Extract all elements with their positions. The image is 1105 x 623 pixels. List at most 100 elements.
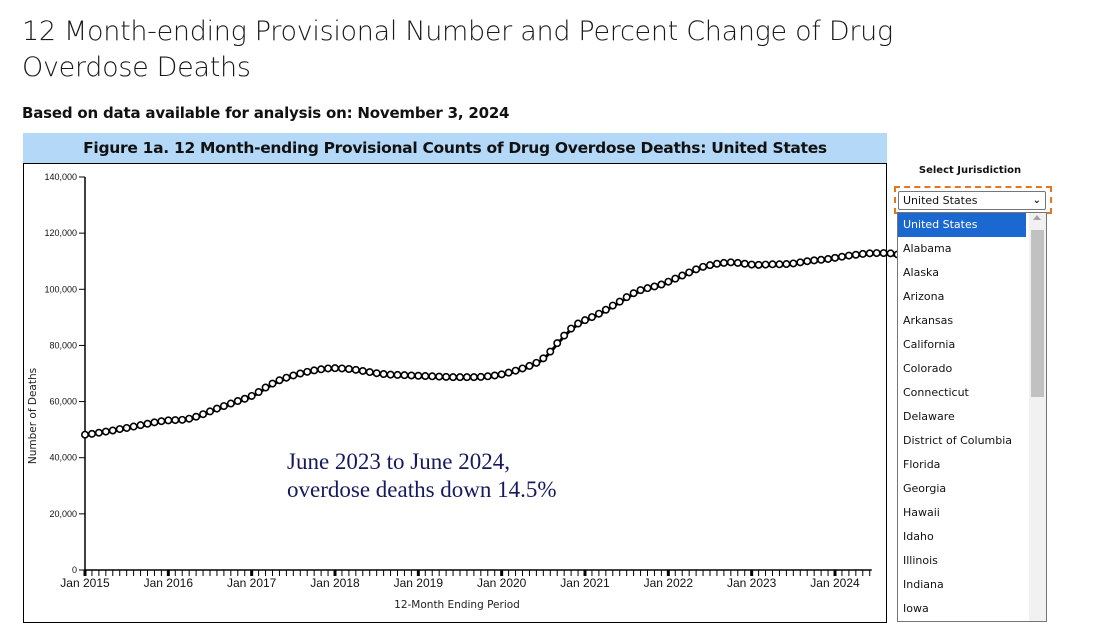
scroll-up-arrow-icon[interactable] (1033, 215, 1041, 220)
predicted-point (560, 331, 569, 340)
jurisdiction-option[interactable]: Delaware (903, 410, 955, 423)
jurisdiction-option[interactable]: Georgia (903, 482, 947, 495)
predicted-point (351, 365, 360, 374)
predicted-point (81, 430, 90, 439)
predicted-point (212, 404, 221, 413)
predicted-point (719, 258, 728, 267)
annotation-line-2: overdose deaths down 14.5% (287, 477, 557, 502)
predicted-point (824, 254, 833, 263)
predicted-point (671, 274, 680, 283)
predicted-point (129, 422, 138, 431)
jurisdiction-option[interactable]: Hawaii (903, 506, 940, 519)
x-tick-label: Jan 2022 (644, 576, 694, 590)
jurisdiction-option[interactable]: Colorado (903, 362, 953, 375)
jurisdiction-option[interactable]: Illinois (903, 554, 938, 567)
predicted-point (400, 371, 409, 380)
jurisdiction-option[interactable]: Iowa (903, 602, 929, 615)
x-tick-label: Jan 2017 (227, 576, 277, 590)
jurisdiction-option[interactable]: Alaska (903, 266, 939, 279)
predicted-point (164, 416, 173, 425)
predicted-point (150, 418, 159, 427)
predicted-point (226, 399, 235, 408)
predicted-point (782, 260, 791, 269)
jurisdiction-option[interactable]: California (903, 338, 956, 351)
y-tick-label: 120,000 (44, 228, 77, 238)
y-tick-label: 140,000 (44, 172, 77, 182)
y-axis-label: Number of Deaths (27, 368, 39, 464)
predicted-point (789, 259, 798, 268)
jurisdiction-option[interactable]: Alabama (903, 242, 952, 255)
predicted-point (518, 364, 527, 373)
x-tick-label: Jan 2024 (810, 576, 860, 590)
predicted-point (761, 260, 770, 269)
x-axis: Jan 2015 Jan 2016 Jan 2017 Jan 2018 Jan 2019… (60, 569, 872, 590)
predicted-point (525, 361, 534, 370)
predicted-point (358, 366, 367, 375)
predicted-point (858, 249, 867, 258)
predicted-point (504, 368, 513, 377)
scrollbar-thumb[interactable] (1031, 230, 1044, 397)
predicted-point (87, 429, 96, 438)
y-tick-label: 20,000 (49, 509, 77, 519)
predicted-point (810, 256, 819, 265)
predicted-point (157, 417, 166, 426)
jurisdiction-option[interactable]: Idaho (903, 530, 934, 543)
predicted-point (240, 394, 249, 403)
predicted-point (303, 367, 312, 376)
predicted-point (608, 301, 617, 310)
jurisdiction-option[interactable]: Indiana (903, 578, 944, 591)
predicted-point (393, 370, 402, 379)
predicted-point (692, 265, 701, 274)
page-title: 12 Month-ending Provisional Number and P… (22, 16, 893, 83)
x-tick-label: Jan 2021 (560, 576, 610, 590)
jurisdiction-select[interactable]: United States ⌄ (898, 191, 1046, 210)
predicted-point (532, 358, 541, 367)
predicted-point (796, 258, 805, 267)
x-tick-label: Jan 2018 (310, 576, 360, 590)
predicted-series (81, 249, 971, 439)
predicted-point (747, 260, 756, 269)
annotation-line-1: June 2023 to June 2024, (287, 449, 510, 474)
predicted-point (664, 277, 673, 286)
dropdown-scrollbar[interactable] (1029, 213, 1046, 621)
chevron-down-icon: ⌄ (1032, 195, 1041, 206)
predicted-point (435, 372, 444, 381)
predicted-point (206, 407, 215, 416)
predicted-point (629, 289, 638, 298)
jurisdiction-dropdown-list[interactable]: United States Alabama Alaska Arizona Arkansa… (897, 212, 1047, 622)
jurisdiction-option[interactable]: Arizona (903, 290, 945, 303)
predicted-point (330, 364, 339, 373)
predicted-point (685, 268, 694, 277)
predicted-point (428, 372, 437, 381)
predicted-point (365, 368, 374, 377)
predicted-point (830, 253, 839, 262)
predicted-point (497, 370, 506, 379)
predicted-point (462, 373, 471, 382)
predicted-point (844, 251, 853, 260)
predicted-point (476, 372, 485, 381)
predicted-point (705, 261, 714, 270)
predicted-point (469, 373, 478, 382)
predicted-point (192, 412, 201, 421)
jurisdiction-option[interactable]: Florida (903, 458, 941, 471)
jurisdiction-option[interactable]: Arkansas (903, 314, 954, 327)
predicted-point (886, 249, 895, 258)
y-tick-label: 0 (72, 565, 77, 575)
predicted-point (414, 371, 423, 380)
x-tick-label: Jan 2019 (394, 576, 444, 590)
predicted-point (539, 354, 548, 363)
predicted-point (275, 376, 284, 385)
jurisdiction-option[interactable]: Connecticut (903, 386, 969, 399)
x-tick-label: Jan 2023 (727, 576, 777, 590)
figure-title: Figure 1a. 12 Month-ending Provisional C… (23, 133, 887, 164)
predicted-point (386, 370, 395, 379)
predicted-point (615, 297, 624, 306)
predicted-point (837, 252, 846, 261)
jurisdiction-option[interactable]: United States (898, 213, 1026, 237)
predicted-point (219, 402, 228, 411)
predicted-point (379, 370, 388, 379)
jurisdiction-option[interactable]: District of Columbia (903, 434, 1013, 447)
predicted-point (553, 339, 562, 348)
predicted-point (657, 280, 666, 289)
